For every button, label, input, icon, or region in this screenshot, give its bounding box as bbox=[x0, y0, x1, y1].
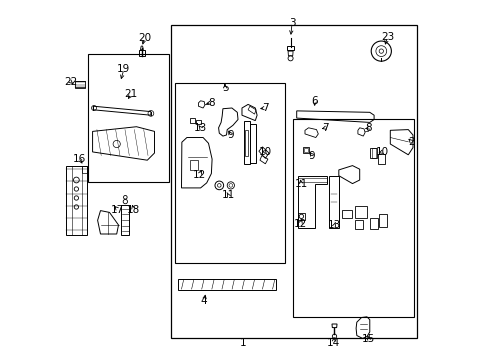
Text: 17: 17 bbox=[111, 204, 124, 215]
Text: 8: 8 bbox=[207, 98, 214, 108]
Text: 21: 21 bbox=[124, 89, 138, 99]
Text: 9: 9 bbox=[308, 150, 315, 161]
Text: 9: 9 bbox=[227, 130, 234, 140]
Text: 12: 12 bbox=[192, 170, 206, 180]
Text: 15: 15 bbox=[361, 334, 375, 344]
Text: 22: 22 bbox=[64, 77, 78, 87]
Text: 7: 7 bbox=[322, 123, 328, 133]
Text: 13: 13 bbox=[194, 123, 207, 133]
Bar bbox=[88, 54, 168, 182]
Text: 23: 23 bbox=[380, 32, 394, 42]
Text: 10: 10 bbox=[375, 147, 388, 157]
Text: 13: 13 bbox=[327, 220, 341, 230]
Text: 16: 16 bbox=[73, 154, 86, 164]
Text: 11: 11 bbox=[221, 190, 234, 200]
Text: 18: 18 bbox=[127, 204, 140, 215]
Text: 1: 1 bbox=[239, 338, 245, 348]
Text: 2: 2 bbox=[408, 137, 414, 147]
Text: 14: 14 bbox=[326, 338, 340, 348]
Bar bbox=[175, 83, 285, 263]
Text: 7: 7 bbox=[262, 103, 268, 113]
Text: 3: 3 bbox=[288, 18, 295, 28]
Bar bbox=[170, 25, 416, 338]
Bar bbox=[292, 119, 413, 317]
Text: 4: 4 bbox=[201, 296, 207, 306]
Text: 10: 10 bbox=[258, 147, 271, 157]
Text: 8: 8 bbox=[365, 123, 371, 133]
Text: 20: 20 bbox=[138, 33, 151, 43]
Text: 12: 12 bbox=[293, 219, 306, 229]
Text: 11: 11 bbox=[294, 179, 307, 189]
Text: 6: 6 bbox=[311, 96, 317, 106]
Text: 19: 19 bbox=[117, 64, 130, 74]
Text: 5: 5 bbox=[221, 83, 228, 93]
